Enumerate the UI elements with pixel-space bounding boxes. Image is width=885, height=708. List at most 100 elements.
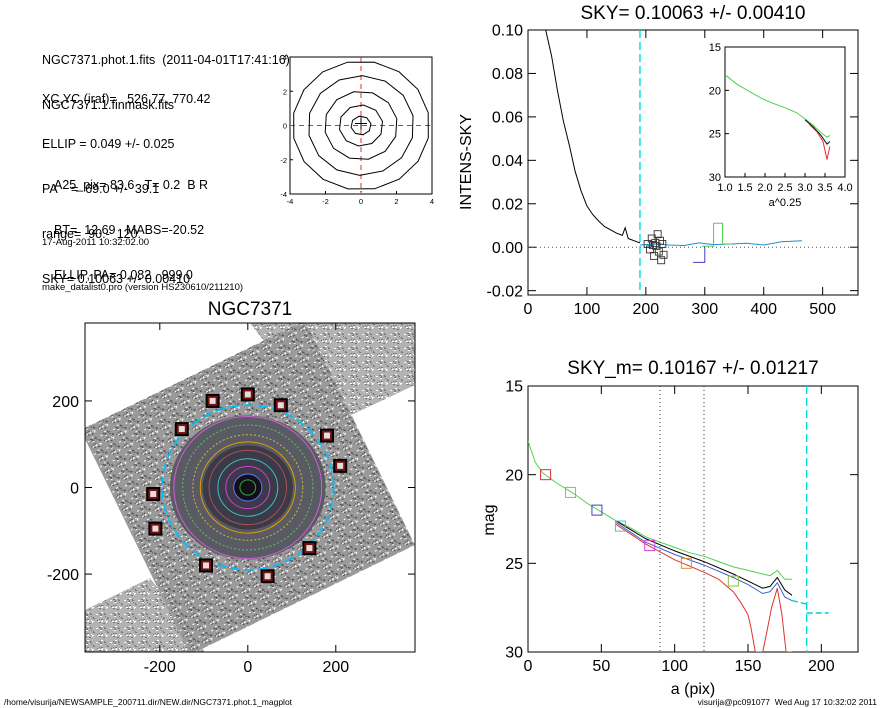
mask-box-core [178, 426, 185, 433]
isophote-ellipse [208, 449, 288, 526]
mag-series-line-3 [615, 523, 792, 652]
isophote-ellipse [199, 441, 296, 534]
sky-series-group [545, 30, 803, 263]
contour-y-label: -4 [280, 190, 287, 199]
inset-x-label: 3.5 [817, 182, 832, 194]
isophote-ellipse [217, 458, 279, 517]
mask-box-core [337, 462, 344, 469]
sky-y-axis-label: 0.00 [492, 240, 523, 257]
sky-sample-square [653, 230, 662, 239]
inset-x-label: 3.0 [797, 182, 812, 194]
sky-series-line-1 [639, 240, 803, 247]
mag-y-axis-label: 15 [505, 379, 523, 396]
mask-box-core [203, 562, 209, 569]
info-line: XC,YC (iraf)= 526.77, 770.42 [42, 92, 211, 106]
field-strip-bottom [85, 578, 205, 652]
mask-box-core [209, 397, 216, 404]
mag-x-axis-label: 50 [592, 658, 610, 675]
galaxy-title: NGC7371 [208, 299, 293, 320]
mag-sample-square [614, 520, 626, 532]
sky-plot-ylabel: INTENS-SKY [458, 114, 475, 210]
contour-ring [350, 115, 372, 136]
footer-user-time: visurija@pc091077 Wed Aug 17 10:32:02 20… [697, 697, 877, 707]
sky-x-axis-label: 400 [750, 301, 777, 318]
galaxy-x-label: 0 [243, 659, 252, 676]
galaxy-y-label: 0 [70, 481, 79, 498]
mask-box-core [152, 525, 159, 532]
info-line: BT= 12.69 MABS=-20.52 [54, 223, 205, 237]
contour-x-label: 4 [430, 197, 434, 206]
sky-y-axis-label: 0.04 [492, 153, 523, 170]
sky-sample-square [657, 256, 666, 265]
isophote-ellipse [233, 473, 263, 502]
info-line: ELLIP = 0.049 +/- 0.025 [42, 137, 175, 151]
info-photometry-lines: A25_pix= 83.6 T= 0.2 B R BT= 12.69 MABS=… [54, 148, 208, 298]
info-line: range= 90.- 120. [42, 227, 142, 241]
inset-x-label: 4.0 [837, 182, 852, 194]
sky-y-axis-label: 0.02 [492, 196, 523, 213]
info-line: PA = 69.0 +/- 39.1 [42, 182, 160, 196]
sky-plot-frame [527, 29, 859, 296]
inset-x-label: 2.0 [757, 182, 772, 194]
isophote-ellipse [239, 479, 257, 496]
contour-x-label: 0 [359, 197, 363, 206]
mask-box-core [244, 391, 251, 398]
inset-x-label: 1.0 [717, 182, 732, 194]
info-line: 17-Aug-2011 10:32:02.00 [42, 237, 150, 248]
galaxy-image-group [85, 323, 415, 652]
footer-path: /home/visurija/NEWSAMPLE_200711.dir/NEW.… [4, 697, 293, 707]
mag-series-line-1 [615, 520, 793, 596]
isophote-ellipse [161, 404, 335, 571]
galaxy-x-label: -200 [144, 659, 176, 676]
mag-x-axis-label: 100 [661, 658, 688, 675]
contour-y-label: 4 [283, 53, 287, 62]
sky-plot-title: SKY= 0.10063 +/- 0.00410 [580, 3, 805, 24]
galaxy-y-label: 200 [52, 394, 79, 411]
mag-series-line-2 [615, 522, 793, 602]
mag-sample-square [565, 486, 577, 498]
sky-series-line-0 [545, 30, 641, 244]
mag-sample-square [727, 575, 739, 587]
contour-x-label: -2 [322, 197, 329, 206]
sky-x-axis-label: 500 [809, 301, 836, 318]
sky-y-axis-label: 0.10 [492, 23, 523, 40]
mag-plot-frame [527, 385, 859, 653]
mag-x-axis-label: 0 [524, 658, 533, 675]
mag-x-axis-label: 200 [808, 658, 835, 675]
isophote-ellipse [182, 424, 314, 551]
mag-series-line-4 [791, 599, 807, 605]
mag-plot-title: SKY_m= 0.10167 +/- 0.01217 [567, 358, 818, 379]
mask-box-core [306, 545, 313, 552]
mag-series-line-0 [528, 440, 792, 580]
isophote-ellipse [173, 416, 323, 559]
contour-y-label: 2 [283, 87, 287, 96]
mask-box-core [150, 490, 157, 497]
info-line: ELLIP, PA= 0.082 999.0 [54, 268, 193, 282]
mag-y-axis-label: 30 [505, 645, 523, 662]
isophote-ellipse [225, 465, 271, 510]
mag-plot-xlabel: a (pix) [671, 681, 715, 698]
inset-y-label: 25 [709, 129, 721, 141]
isophote-ellipse [192, 434, 304, 541]
contour-y-label: 0 [283, 122, 287, 131]
info-line: NGC7371.1.finmask.fits [42, 98, 174, 112]
inset-y-label: 30 [709, 172, 721, 184]
mask-box-core [264, 573, 271, 580]
info-date-lines: 17-Aug-2011 10:32:02.00 make_datalist0.p… [42, 205, 243, 310]
info-line: NGC7371.phot.1.fits (2011-04-01T17:41:16… [42, 53, 290, 67]
sky-x-axis-label: 0 [524, 301, 533, 318]
info-line: A25_pix= 83.6 T= 0.2 B R [54, 178, 209, 192]
sky-x-axis-label: 100 [574, 301, 601, 318]
sky-y-axis-label: 0.08 [492, 66, 523, 83]
mag-series-group [528, 440, 829, 652]
mag-sample-square [591, 504, 603, 516]
sky-y-axis-label: -0.02 [487, 283, 524, 300]
contour-ring [308, 75, 414, 176]
galaxy-y-label: -200 [47, 567, 79, 584]
mag-x-axis-label: 150 [735, 658, 762, 675]
info-fit-lines: XC,YC (iraf)= 526.77, 770.42 ELLIP = 0.0… [42, 62, 211, 302]
inset-series-group [725, 74, 831, 160]
inset-series-line-1 [804, 119, 831, 145]
sky-sample-square [650, 251, 659, 260]
mask-box-core [324, 432, 330, 439]
